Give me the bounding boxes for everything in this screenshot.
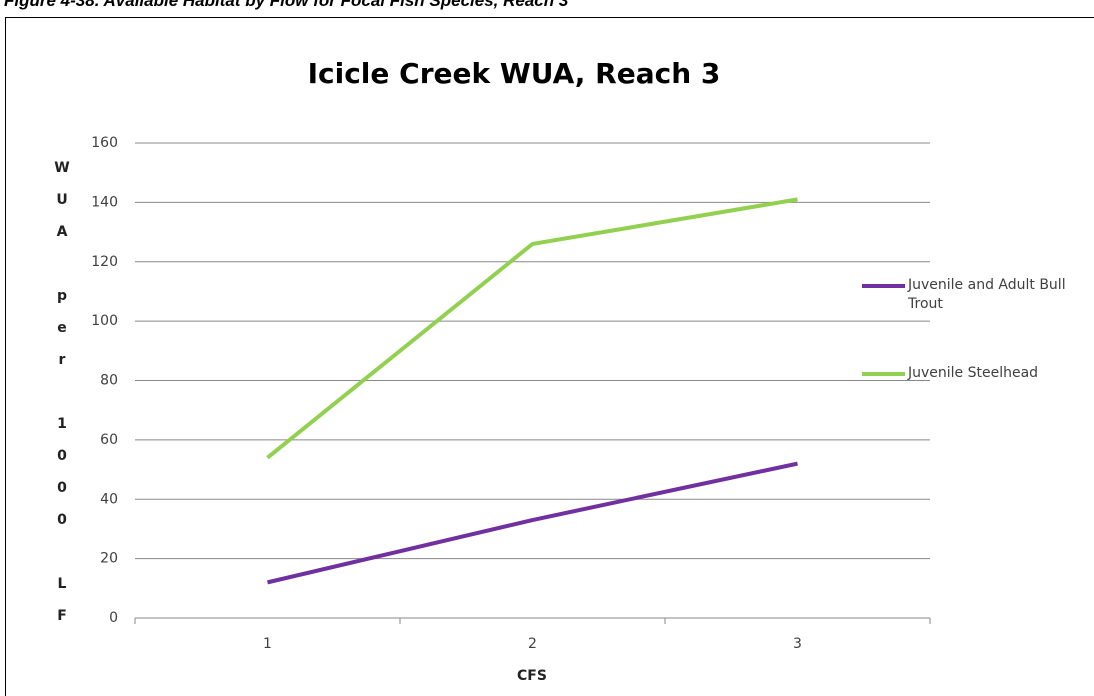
x-tick-label: 2: [528, 636, 537, 652]
y-tick-label: 80: [100, 373, 118, 389]
series-line: [266, 197, 798, 460]
series-line: [267, 461, 798, 585]
y-tick-label: 40: [100, 491, 118, 507]
legend-label: Juvenile Steelhead: [908, 365, 1039, 381]
legend-label: Juvenile and Adult Bull Trout: [908, 277, 1066, 312]
y-tick-label: 140: [91, 194, 118, 210]
chart-frame: [5, 17, 1094, 696]
chart-title: Icicle Creek WUA, Reach 3: [308, 57, 721, 90]
y-tick-label: 120: [91, 254, 118, 270]
y-tick-label: 60: [100, 432, 118, 448]
y-tick-label: 20: [100, 551, 118, 567]
x-axis-label: CFS: [517, 668, 547, 684]
y-tick-label: 100: [91, 313, 118, 329]
figure-caption: Figure 4-38. Available Habitat by Flow f…: [4, 0, 569, 10]
x-tick-label: 3: [793, 636, 802, 652]
y-tick-label: 160: [91, 135, 118, 151]
y-tick-label: 0: [109, 610, 118, 626]
x-tick-label: 1: [263, 636, 272, 652]
y-axis-label: WUA per 1000 LF: [54, 160, 70, 640]
